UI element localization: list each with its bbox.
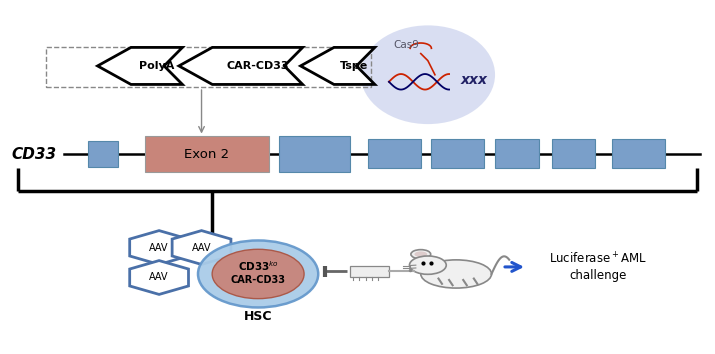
Text: Cas9: Cas9 xyxy=(394,40,420,50)
Ellipse shape xyxy=(360,25,495,124)
Text: CAR-CD33: CAR-CD33 xyxy=(231,275,285,285)
Text: AAV: AAV xyxy=(149,242,169,252)
Ellipse shape xyxy=(212,249,304,299)
Text: Exon 2: Exon 2 xyxy=(184,148,230,161)
Text: xxx: xxx xyxy=(460,73,488,87)
Text: AAV: AAV xyxy=(192,242,211,252)
Polygon shape xyxy=(97,47,182,85)
Ellipse shape xyxy=(198,240,318,308)
Polygon shape xyxy=(172,230,231,264)
FancyBboxPatch shape xyxy=(431,139,485,168)
Text: Tspe: Tspe xyxy=(340,61,368,71)
FancyBboxPatch shape xyxy=(495,139,539,168)
FancyBboxPatch shape xyxy=(552,139,596,168)
FancyBboxPatch shape xyxy=(350,266,389,277)
Text: HSC: HSC xyxy=(244,310,272,323)
Polygon shape xyxy=(129,261,189,295)
Text: PolyA: PolyA xyxy=(139,61,174,71)
Ellipse shape xyxy=(411,250,430,259)
Polygon shape xyxy=(179,47,302,85)
FancyBboxPatch shape xyxy=(368,139,421,168)
FancyBboxPatch shape xyxy=(612,139,665,168)
Text: CD33: CD33 xyxy=(11,147,56,161)
FancyBboxPatch shape xyxy=(280,136,350,172)
Text: AAV: AAV xyxy=(149,273,169,282)
FancyBboxPatch shape xyxy=(89,141,118,167)
Text: CD33$^{ko}$: CD33$^{ko}$ xyxy=(237,259,279,273)
Ellipse shape xyxy=(410,256,446,274)
Ellipse shape xyxy=(421,260,491,288)
Text: CAR-CD33: CAR-CD33 xyxy=(226,61,289,71)
Text: Luciferase$^+$AML
challenge: Luciferase$^+$AML challenge xyxy=(549,252,646,282)
FancyBboxPatch shape xyxy=(145,136,269,172)
Ellipse shape xyxy=(415,251,427,257)
Polygon shape xyxy=(300,47,375,85)
Polygon shape xyxy=(129,230,189,264)
